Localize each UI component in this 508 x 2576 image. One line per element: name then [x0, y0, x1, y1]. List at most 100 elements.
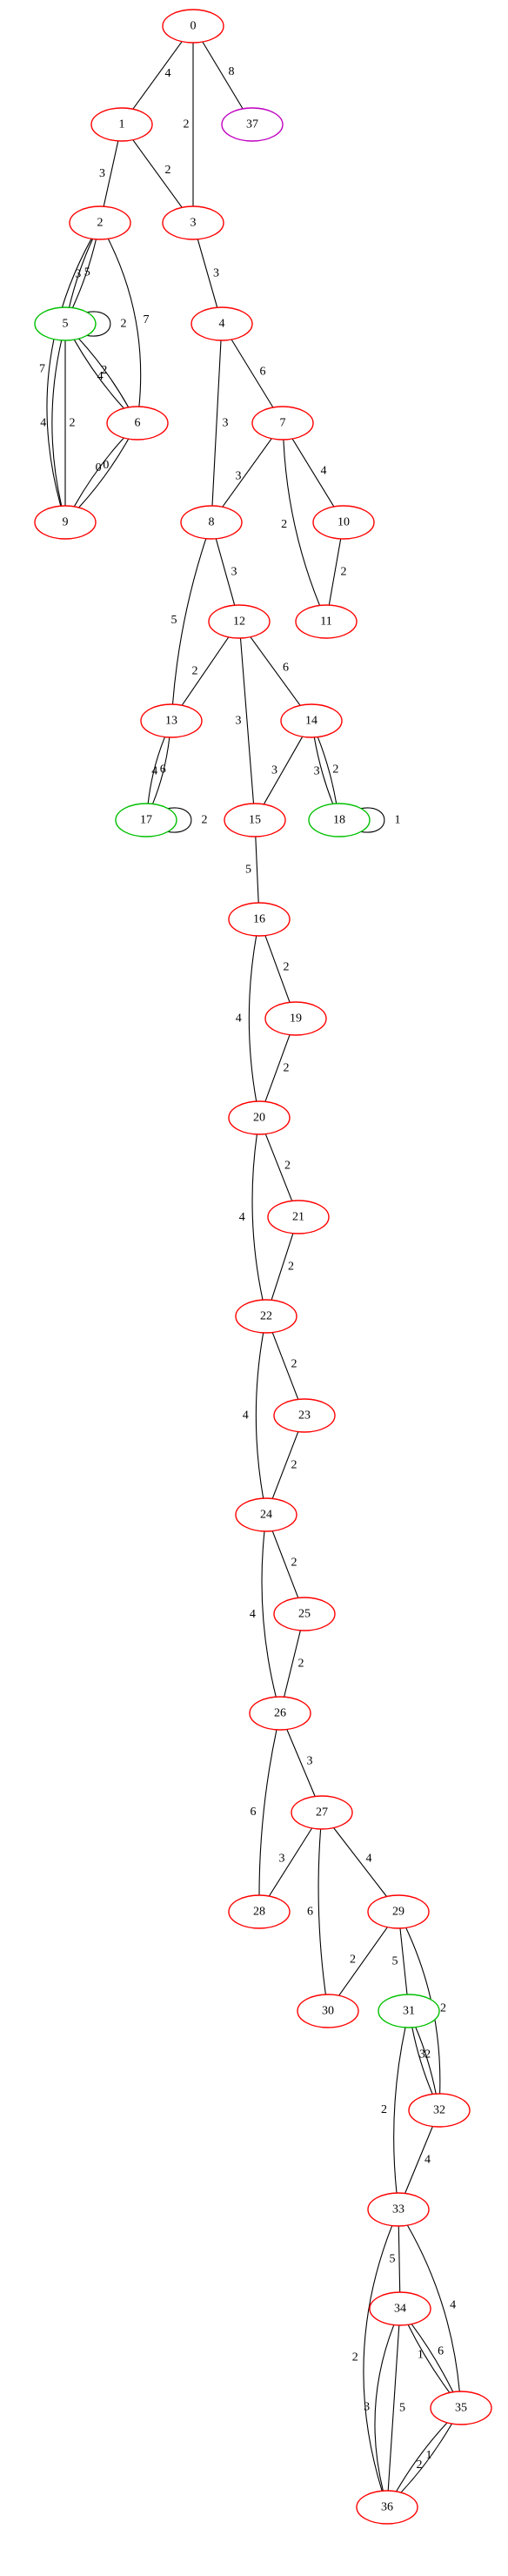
edge-weight-label: 2: [184, 118, 190, 131]
edge-line: [374, 2324, 395, 2492]
node-label: 16: [253, 913, 265, 926]
node-24[interactable]: 24: [235, 1497, 297, 1532]
node-16[interactable]: 16: [228, 902, 291, 937]
node-8[interactable]: 8: [180, 505, 243, 540]
edge-19-20: 2: [264, 1034, 291, 1102]
node-25[interactable]: 25: [273, 1597, 336, 1631]
node-36[interactable]: 36: [356, 2490, 418, 2525]
edge-weight-label: 3: [236, 715, 242, 728]
edge-18-18: 1: [360, 807, 401, 833]
edge-weight-label: 4: [40, 417, 46, 430]
edge-20-21: 2: [264, 1133, 293, 1201]
edge-line: [271, 1431, 299, 1499]
node-label: 31: [403, 2005, 415, 2018]
node-29[interactable]: 29: [367, 1894, 430, 1929]
node-1[interactable]: 1: [90, 107, 153, 142]
node-ellipse: [273, 1398, 336, 1433]
edge-weight-label: 2: [424, 2048, 431, 2061]
node-5[interactable]: 5: [34, 306, 97, 341]
edge-line: [261, 1530, 277, 1698]
edge-line: [51, 340, 63, 507]
node-4[interactable]: 4: [190, 306, 253, 341]
edge-line: [411, 2027, 433, 2095]
node-27[interactable]: 27: [291, 1795, 353, 1830]
node-10[interactable]: 10: [312, 505, 375, 540]
node-label: 15: [249, 814, 261, 827]
edge-weight-label: 3: [99, 167, 105, 180]
node-13[interactable]: 13: [140, 703, 203, 738]
node-15[interactable]: 15: [224, 803, 286, 837]
node-label: 28: [253, 1906, 265, 1919]
edge-line: [86, 311, 111, 337]
node-21[interactable]: 21: [267, 1200, 330, 1234]
node-ellipse: [264, 1001, 327, 1036]
node-label: 0: [190, 20, 197, 33]
node-2[interactable]: 2: [69, 205, 131, 240]
node-label: 35: [455, 2402, 467, 2415]
node-23[interactable]: 23: [273, 1398, 336, 1433]
node-20[interactable]: 20: [228, 1100, 291, 1135]
node-37[interactable]: 37: [221, 107, 284, 142]
edge-line: [404, 2126, 433, 2194]
node-9[interactable]: 9: [34, 505, 97, 540]
node-label: 14: [305, 715, 318, 728]
edge-line: [46, 238, 92, 507]
edge-33-35: 4: [406, 2224, 460, 2392]
edge-line: [318, 1828, 326, 1995]
node-19[interactable]: 19: [264, 1001, 327, 1036]
node-30[interactable]: 30: [297, 1994, 359, 2028]
node-35[interactable]: 35: [430, 2391, 492, 2425]
edge-line: [263, 736, 304, 805]
edge-35-36: 2: [400, 2423, 452, 2493]
edge-line: [78, 338, 130, 408]
edge-weight-label: 2: [192, 665, 198, 678]
node-32[interactable]: 32: [408, 2093, 471, 2128]
node-label: 2: [97, 217, 104, 230]
edge-1-2: 3: [99, 140, 119, 207]
edge-line: [286, 1729, 316, 1797]
edge-line: [147, 736, 166, 804]
edge-weight-label: 2: [291, 1557, 297, 1570]
node-label: 3: [190, 217, 197, 230]
node-31[interactable]: 31: [378, 1994, 440, 2028]
node-3[interactable]: 3: [162, 205, 224, 240]
node-33[interactable]: 33: [367, 2192, 430, 2227]
edge-5-5: 2: [86, 311, 127, 337]
edge-5-9: 4: [40, 340, 63, 507]
edge-line: [107, 239, 142, 407]
edge-weight-label: 6: [283, 662, 289, 675]
node-14[interactable]: 14: [280, 703, 343, 738]
edge-13-17: 4: [151, 736, 170, 804]
node-0[interactable]: 0: [162, 9, 224, 44]
node-7[interactable]: 7: [251, 406, 314, 441]
edge-16-20: 4: [236, 935, 257, 1102]
edge-34-35: 1: [407, 2324, 451, 2393]
edge-weight-label: 4: [450, 2298, 456, 2311]
node-17[interactable]: 17: [115, 803, 177, 837]
edge-line: [399, 1927, 408, 1995]
node-22[interactable]: 22: [235, 1299, 297, 1334]
node-label: 9: [63, 516, 69, 529]
edge-2-6: 7: [107, 239, 150, 407]
edge-line: [271, 1332, 299, 1400]
edge-31-32: 2: [411, 2027, 433, 2095]
node-28[interactable]: 28: [228, 1894, 291, 1929]
node-ellipse: [408, 2093, 471, 2128]
edge-line: [264, 1034, 291, 1102]
edge-14-18: 3: [314, 736, 334, 804]
edge-weight-label: 4: [236, 1012, 242, 1026]
node-34[interactable]: 34: [369, 2291, 431, 2326]
node-label: 10: [338, 516, 350, 529]
node-11[interactable]: 11: [295, 604, 358, 639]
node-ellipse: [295, 604, 358, 639]
node-18[interactable]: 18: [308, 803, 371, 837]
node-label: 21: [292, 1211, 304, 1224]
edge-31-33: 2: [381, 2027, 406, 2194]
node-26[interactable]: 26: [249, 1696, 311, 1731]
node-12[interactable]: 12: [208, 604, 271, 639]
edge-0-37: 8: [202, 41, 244, 110]
edge-weight-label: 2: [101, 364, 107, 377]
node-6[interactable]: 6: [106, 406, 169, 441]
edge-35-36: 1: [396, 2422, 448, 2492]
edge-16-19: 2: [264, 935, 291, 1003]
